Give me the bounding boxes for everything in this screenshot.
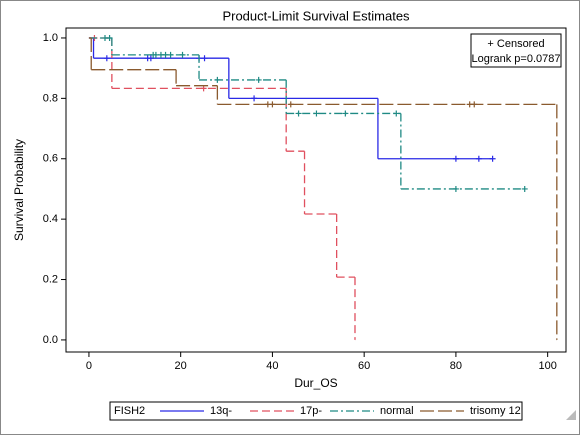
y-tick-label: 0.6	[43, 153, 58, 165]
y-axis-label: Survival Probability	[12, 139, 26, 241]
censor-mark	[147, 55, 154, 62]
x-tick-label: 60	[358, 360, 370, 372]
y-tick-label: 0.0	[43, 334, 58, 346]
censor-mark	[489, 155, 496, 162]
legend-label: normal	[380, 405, 414, 417]
x-tick-label: 100	[538, 360, 556, 372]
x-axis-label: Dur_OS	[294, 376, 337, 390]
censor-mark	[179, 51, 186, 58]
censor-mark	[255, 76, 262, 83]
censor-mark	[313, 110, 320, 117]
censor-mark	[200, 85, 207, 92]
censor-mark	[214, 76, 221, 83]
censor-mark	[287, 101, 294, 108]
inset-box	[470, 33, 562, 68]
censor-mark	[162, 51, 169, 58]
censor-mark	[471, 101, 478, 108]
legend-box	[109, 401, 523, 421]
censor-mark	[521, 185, 528, 192]
inset-text: + Censored	[487, 38, 544, 50]
y-tick-label: 1.0	[43, 32, 58, 44]
y-tick-label: 0.4	[43, 213, 58, 225]
y-tick-label: 0.2	[43, 273, 58, 285]
x-tick-label: 80	[450, 360, 462, 372]
censor-mark	[393, 110, 400, 117]
censor-mark	[452, 155, 459, 162]
legend-label: 17p-	[300, 405, 322, 417]
censor-mark	[251, 95, 258, 102]
x-tick-label: 40	[266, 360, 278, 372]
censor-mark	[167, 51, 174, 58]
censor-mark	[475, 155, 482, 162]
legend-label: 13q-	[210, 405, 232, 417]
inset-text: Logrank p=0.0787	[472, 53, 561, 65]
chart-title: Product-Limit Survival Estimates	[222, 8, 410, 23]
resize-grip	[566, 410, 576, 420]
y-tick-label: 0.8	[43, 92, 58, 104]
x-tick-label: 0	[86, 360, 92, 372]
legend-title: FISH2	[114, 405, 145, 417]
censor-mark	[452, 185, 459, 192]
censor-mark	[269, 101, 276, 108]
censor-mark	[342, 110, 349, 117]
plot-frame	[65, 27, 567, 353]
x-tick-label: 20	[175, 360, 187, 372]
legend-label: trisomy 12	[470, 405, 521, 417]
censor-mark	[201, 55, 208, 62]
censor-mark	[106, 34, 113, 41]
censor-mark	[103, 55, 110, 62]
censor-mark	[152, 51, 159, 58]
censor-mark	[295, 110, 302, 117]
